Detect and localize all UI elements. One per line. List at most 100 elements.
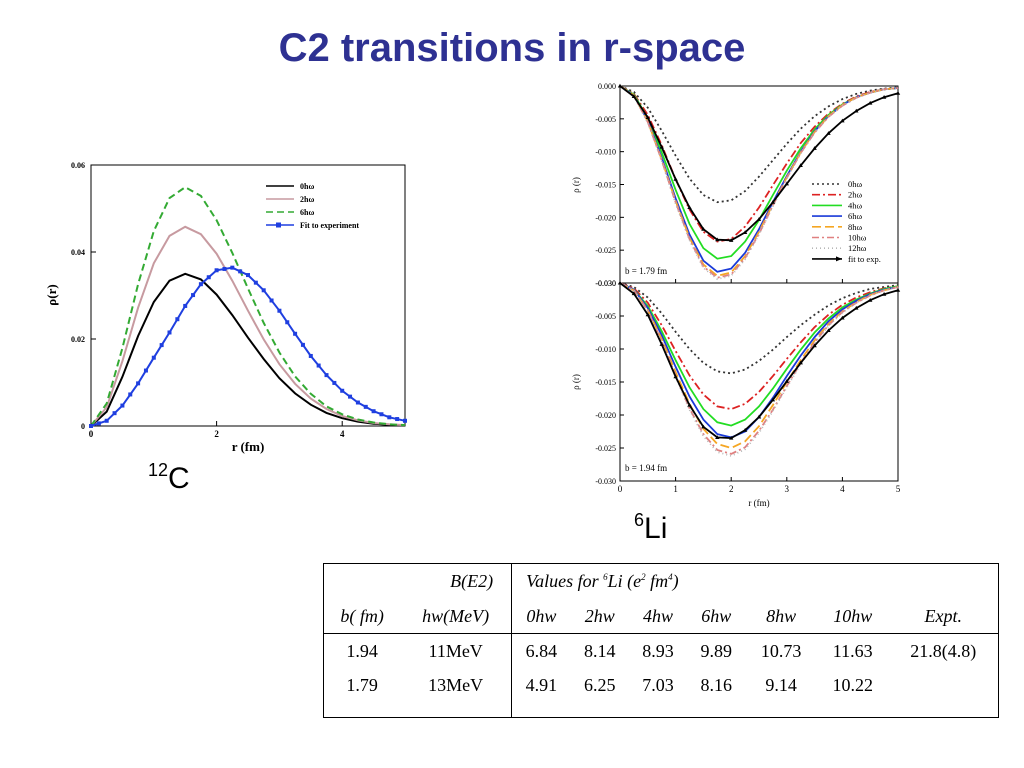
c12-data-point	[89, 424, 93, 428]
li6-top-annotation: b = 1.79 fm	[625, 266, 667, 276]
table-cell: 6.25	[583, 675, 616, 695]
li6-x-tick-label: 4	[840, 484, 845, 494]
c12-data-point	[403, 418, 407, 423]
c12-series-line	[90, 272, 406, 427]
c12-series-line	[90, 186, 406, 427]
li6-symbol: Li	[644, 512, 668, 545]
table-row: 1.79 13MeV 4.91 6.25 7.03 8.16 9.14 10.2…	[324, 669, 999, 702]
c12-legend-label: Fit to experiment	[300, 221, 359, 230]
li6-top-y-tick-label: -0.025	[595, 246, 616, 255]
table-title-unit-open: (e	[627, 571, 642, 592]
li6-top-y-axis-label: ρ (r)	[571, 177, 581, 193]
li6-bottom-y-tick-label: -0.020	[595, 411, 616, 420]
li6-top-y-tick-label: -0.020	[595, 213, 616, 222]
li6-legend-marker	[836, 256, 842, 262]
li6-top-y-tick-label: 0.000	[598, 82, 616, 91]
li6-bottom-series	[617, 280, 901, 457]
table-title-iso-mass: 6	[603, 572, 608, 583]
c12-legend-label: 2hω	[300, 195, 314, 204]
c12-data-point	[308, 353, 313, 358]
li6-top-data-point	[895, 91, 901, 95]
c12-data-point	[136, 381, 141, 386]
li6-bottom-y-tick-label: -0.030	[595, 279, 616, 288]
li6-bottom-data-point	[840, 315, 845, 320]
li6-bottom-data-point	[701, 424, 706, 429]
table-cell: 13MeV	[400, 669, 513, 702]
c12-data-point	[332, 380, 337, 385]
li6-bottom-data-point	[673, 374, 678, 379]
li6-mass: 6	[634, 510, 645, 530]
li6-bottom-data-point	[854, 305, 859, 310]
li6-bottom-y-axis-label: ρ (r)	[571, 374, 581, 390]
li6-top-data-point	[784, 181, 789, 186]
table-title-values-text: Values for	[526, 571, 599, 592]
table-cell: 10.73	[760, 641, 802, 662]
table-header: 2hw	[570, 599, 629, 634]
li6-top-data-point	[631, 94, 637, 99]
li6-bottom-series-line	[619, 282, 899, 411]
c12-y-axis-label: ρ(r)	[44, 284, 59, 305]
c12-data-point	[285, 320, 290, 325]
c12-data-point	[293, 331, 298, 336]
li6-legend-label: 2hω	[848, 190, 863, 200]
table-header: hw(MeV)	[400, 599, 513, 634]
c12-data-point	[214, 268, 219, 273]
c12-series	[89, 186, 407, 428]
c12-data-point	[159, 343, 164, 348]
c12-y-tick-label: 0.04	[71, 248, 85, 257]
table-header: b( fm)	[323, 599, 401, 634]
li6-bottom-data-point	[729, 435, 734, 440]
c12-data-point	[246, 273, 250, 278]
c12-data-point	[175, 317, 180, 322]
li6-bottom-y-tick-label: -0.030	[595, 477, 616, 486]
c12-data-point	[206, 275, 211, 280]
c12-data-point	[387, 415, 392, 420]
li6-x-tick-label: 5	[896, 484, 901, 494]
c12-data-point	[379, 412, 384, 417]
li6-bottom-data-point	[645, 312, 650, 317]
li6-top-ticks: 0.000 -0.005 -0.010 -0.015 -0.020 -0.025 -0.03…	[595, 82, 899, 288]
table-row: 1.94 11MeV 6.84 8.14 8.93 9.89 10.73 11.…	[324, 633, 999, 670]
table-spacer-row	[324, 701, 999, 718]
li6-bottom-data-point	[881, 292, 887, 296]
c12-data-point	[261, 288, 266, 293]
li6-top-data-point	[770, 200, 776, 204]
be2-values-table: B(E2) Values for 6Li (e2 fm4) b( fm) hw(…	[323, 563, 999, 718]
c12-data-point	[253, 280, 258, 285]
table-cell: 7.03	[642, 675, 674, 695]
c12-legend-label: 6hω	[300, 208, 314, 217]
table-cell: 11.63	[832, 641, 873, 662]
li6-legend-label: 0hω	[848, 179, 863, 189]
c12-data-point	[120, 403, 125, 408]
li6-top-y-tick-label: -0.030	[595, 279, 616, 288]
li6-legend-label: 6hω	[848, 211, 863, 221]
c12-density-chart: 0 2 4 0 0.02 0.04 0.06 0hω 2hω 6hω Fit to experim…	[44, 161, 407, 454]
li6-bottom-data-point	[617, 280, 623, 285]
li6-bottom-series-line	[619, 282, 899, 457]
table-cell: 6.84	[525, 641, 558, 662]
table-cell: 8.16	[700, 675, 733, 695]
c12-x-axis-label: r (fm)	[232, 439, 265, 454]
c12-data-point	[143, 368, 148, 373]
li6-top-data-point	[812, 146, 817, 150]
table-cell: 1.79	[346, 675, 378, 695]
li6-density-charts: 0.000-0.005-0.010-0.015-0.020-0.025-0.03…	[571, 82, 901, 508]
table-header: 8hw	[745, 599, 817, 634]
c12-data-point	[183, 303, 188, 308]
li6-top-data-point	[854, 108, 859, 113]
li6-x-tick-label: 2	[729, 484, 734, 494]
c12-data-point	[300, 342, 305, 347]
c12-label: 12C	[148, 460, 190, 496]
li6-bottom-data-point	[812, 343, 817, 348]
table-title-e-power: 2	[641, 572, 646, 583]
li6-top-y-tick-label: -0.005	[595, 115, 616, 124]
table-title-unit-close: )	[672, 571, 679, 592]
li6-top-data-point	[742, 230, 748, 234]
li6-top-data-point	[826, 131, 831, 135]
c12-data-point	[104, 418, 109, 423]
li6-top-data-point	[756, 217, 762, 221]
li6-bottom-data-point	[798, 360, 803, 365]
table-cell: 8.14	[583, 641, 616, 662]
c12-data-point	[198, 282, 203, 287]
